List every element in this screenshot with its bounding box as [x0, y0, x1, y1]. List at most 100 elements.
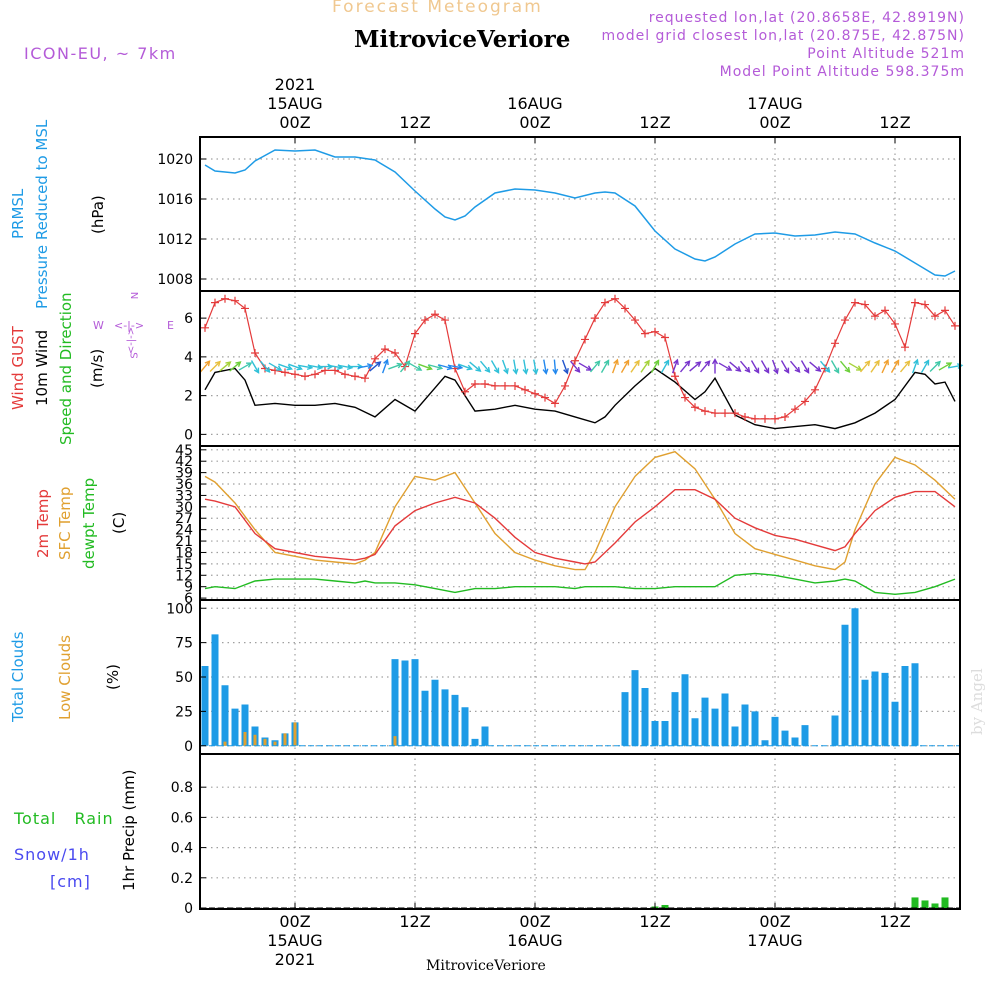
- wind-arrow-head: [276, 365, 283, 371]
- wind-gust-marker: [651, 327, 659, 336]
- wind-arrow-shaft: [458, 363, 472, 370]
- wind-arrow-shaft: [259, 360, 271, 373]
- wind-gust-marker: [921, 300, 929, 309]
- precip-tick-label: 0.4: [171, 841, 193, 857]
- wind-gust-marker: [661, 333, 669, 342]
- total-cloud-bar: [681, 674, 689, 746]
- wind-arrow-shaft: [589, 360, 601, 373]
- total-cloud-bar: [421, 690, 429, 746]
- wind-gust-marker: [211, 298, 219, 307]
- wind-arrow-shaft: [729, 361, 741, 372]
- precip-tick-label: 0: [184, 901, 193, 917]
- wind-direction-arrow: [809, 361, 822, 373]
- total-cloud-bar: [461, 707, 469, 746]
- wind-direction-arrow: [650, 359, 660, 373]
- wind-direction-arrow: [569, 360, 581, 374]
- wind-gust-marker: [691, 403, 699, 412]
- wind-direction-arrow: [458, 363, 473, 371]
- wind-arrow-head: [934, 360, 941, 367]
- wind-arrow-shaft: [219, 361, 231, 372]
- wind-arrow-head: [904, 360, 911, 367]
- wind-arrow-head: [493, 367, 500, 374]
- wind-direction-arrow: [620, 359, 630, 373]
- wind-arrow-shaft: [640, 360, 650, 373]
- wind-arrow-head: [366, 363, 374, 370]
- wind-arrow-head: [346, 364, 354, 371]
- wind-direction-arrow: [399, 360, 411, 373]
- wind-arrow-head: [913, 358, 919, 366]
- rain-bar: [941, 897, 949, 908]
- wind-gust-marker: [611, 294, 619, 303]
- wind-gust-marker: [711, 409, 719, 418]
- wind-arrow-shaft: [899, 360, 911, 373]
- top-time-label: 00Z: [759, 113, 791, 132]
- wind-gust-marker: [631, 316, 639, 325]
- wind-arrow-head: [416, 365, 423, 371]
- wind-arrow-shaft: [630, 360, 640, 373]
- wind-gust-marker: [891, 319, 899, 328]
- wind-arrow-shaft: [447, 364, 463, 369]
- wind-direction-arrow: [307, 364, 324, 371]
- wind-arrow-head: [856, 365, 863, 371]
- wind-gust-marker: [851, 298, 859, 307]
- wind-gust-marker: [831, 339, 839, 348]
- wind-arrow-head: [603, 359, 610, 366]
- wind-arrow-shaft: [250, 360, 260, 373]
- wind-direction-arrow: [929, 360, 941, 373]
- wind-arrow-shaft: [870, 360, 880, 373]
- wind-direction-arrow: [890, 359, 900, 373]
- wind-arrow-shaft: [620, 360, 630, 373]
- wind-arrow-head: [833, 367, 840, 374]
- low-cloud-bar: [263, 738, 267, 746]
- wind-arrow-shaft: [327, 364, 343, 369]
- pressure-frame: [199, 136, 961, 292]
- wind-arrow-shaft: [229, 361, 241, 372]
- top-date-label: 17AUG: [747, 94, 803, 113]
- wind-direction-arrow: [640, 359, 650, 373]
- total-cloud-bar: [891, 701, 899, 746]
- wind-tick-label: 0: [184, 427, 193, 443]
- total-cloud-bar: [671, 692, 679, 746]
- wind-arrow-shaft: [533, 359, 537, 374]
- wind-arrow-shaft: [268, 362, 282, 371]
- wind-direction-arrow: [578, 362, 593, 371]
- wind-arrow-head: [404, 360, 411, 367]
- wind-gust-marker: [551, 399, 559, 408]
- wind-direction-arrow: [839, 360, 851, 374]
- wind-direction-arrow: [418, 363, 433, 371]
- wind-arrow-head: [574, 366, 581, 374]
- wind-arrow-head: [773, 368, 779, 375]
- wind-arrow-head: [436, 364, 444, 371]
- total-cloud-bar: [631, 670, 639, 746]
- wind-gust-marker: [931, 312, 939, 321]
- wind-arrow-shaft: [929, 361, 941, 373]
- wind-gust-marker: [281, 368, 289, 377]
- wind-arrow-shaft: [501, 359, 509, 374]
- wind-gust-marker: [351, 372, 359, 381]
- wind-arrow-head: [794, 366, 801, 374]
- wind-direction-arrow: [780, 360, 790, 374]
- low-cloud-bar: [283, 733, 287, 746]
- rain-bar: [931, 903, 939, 908]
- wind-direction-arrow: [870, 359, 880, 373]
- wind-arrow-head: [316, 364, 324, 371]
- wind-gust-marker: [381, 345, 389, 354]
- wind-direction-arrow: [209, 360, 221, 373]
- wind-arrow-shaft: [911, 359, 919, 374]
- wind-arrow-shaft: [771, 359, 779, 374]
- wind-gust-marker: [321, 366, 329, 375]
- wind-gust-marker: [491, 381, 499, 390]
- wind-gust-marker: [391, 349, 399, 357]
- wind-direction-arrow: [630, 359, 640, 373]
- wind-arrow-shaft: [561, 359, 569, 374]
- wind-direction-arrow: [369, 361, 382, 372]
- wind-direction-arrow: [288, 363, 303, 371]
- wind-direction-arrow: [337, 364, 354, 371]
- wind-direction-arrow: [718, 362, 733, 371]
- wind-arrow-head: [426, 364, 433, 371]
- wind-axis-label: 10m Wind: [33, 329, 51, 406]
- total-cloud-bar: [481, 726, 489, 746]
- total-cloud-bar: [391, 659, 399, 746]
- wind-arrow-head: [456, 364, 464, 371]
